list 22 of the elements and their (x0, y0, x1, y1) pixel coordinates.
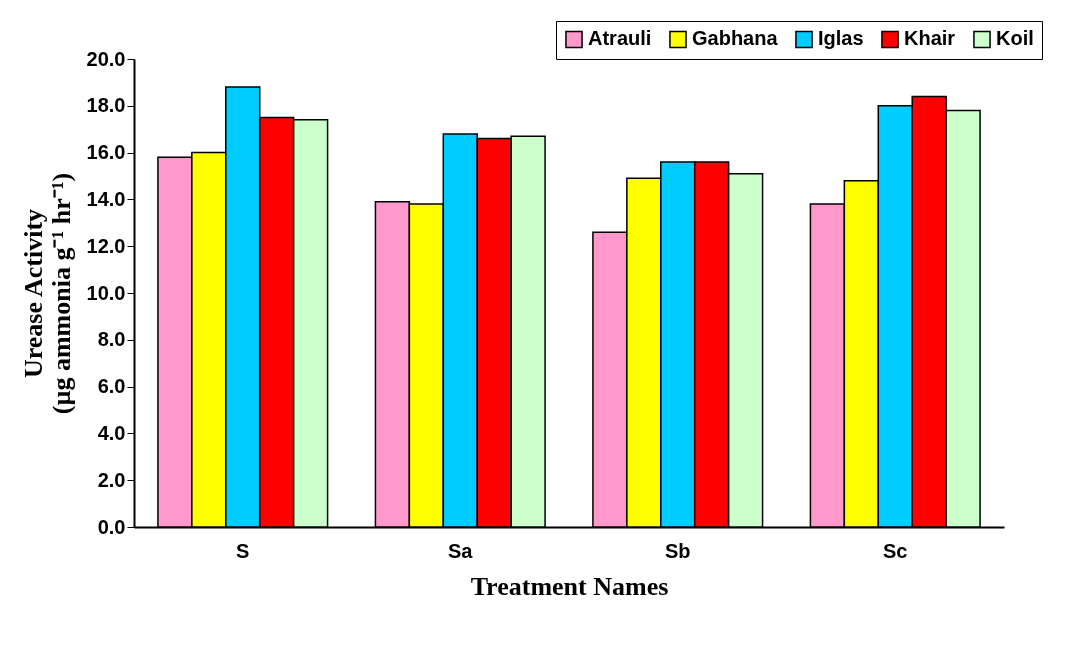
y-tick-label: 6.0 (97, 375, 126, 398)
x-axis-title: Treatment Names (470, 571, 669, 601)
x-tick-label: Sb (664, 539, 691, 562)
x-tick-label: S (236, 539, 250, 562)
x-tick-label: Sc (883, 539, 908, 562)
y-tick-label: 4.0 (97, 421, 126, 444)
y-tick-label: 8.0 (97, 328, 126, 351)
y-tick-label: 20.0 (86, 47, 126, 70)
y-tick-label: 18.0 (86, 94, 126, 117)
legend-label: Khair (904, 27, 956, 50)
legend-label: Iglas (818, 27, 864, 50)
y-tick-label: 2.0 (97, 468, 126, 491)
y-tick-label: 10.0 (86, 281, 126, 304)
legend-label: Gabhana (692, 27, 779, 50)
y-tick-label: 12.0 (86, 234, 126, 257)
y-tick-label: 16.0 (86, 141, 126, 164)
y-tick-label: 0.0 (97, 515, 126, 538)
y-tick-label: 14.0 (86, 187, 126, 210)
x-tick-label: Sa (448, 539, 474, 562)
legend-label: Atrauli (588, 27, 652, 50)
legend-label: Koil (996, 27, 1034, 50)
y-axis-title: Urease Activity (µg ammonia g⁻¹ hr⁻¹) (18, 172, 76, 415)
